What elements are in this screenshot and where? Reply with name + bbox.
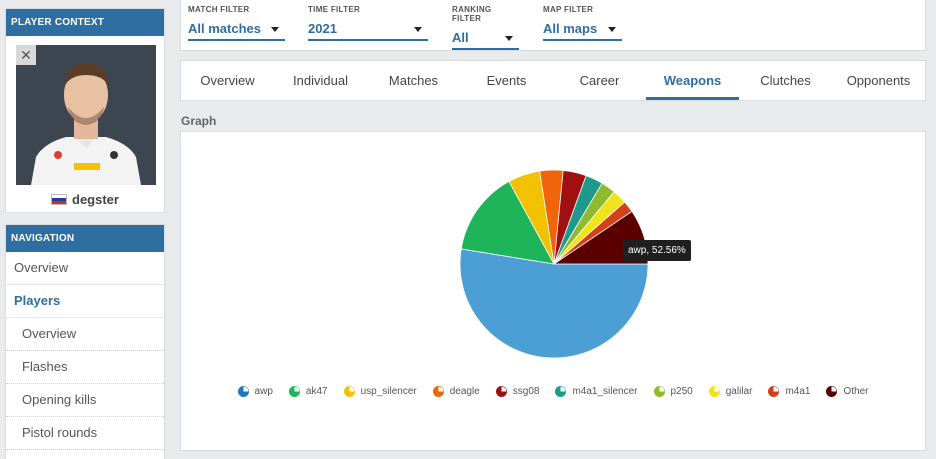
tab-career[interactable]: Career (579, 73, 620, 88)
player-photo: ✕ (16, 45, 156, 185)
player-name: degster (72, 192, 119, 207)
pie-slice-awp[interactable] (459, 248, 649, 359)
nav-subitem-pistol-rounds[interactable]: Pistol rounds (6, 417, 164, 450)
legend-label: galilar (725, 386, 753, 397)
chevron-down-icon (505, 36, 513, 41)
player-avatar-icon (16, 45, 156, 185)
pie-legend-icon (237, 386, 249, 397)
chart-legend: awp ak47 usp_silencer deagle ssg08 m4a1_silen… (181, 386, 925, 397)
ranking-filter-select[interactable]: All (452, 27, 519, 50)
navigation-title: NAVIGATION (6, 225, 164, 252)
nav-subitem-overview[interactable]: Overview (6, 318, 164, 351)
legend-item-awp[interactable]: awp (237, 386, 273, 397)
pie-slice-ak47[interactable] (460, 180, 555, 265)
tab-matches[interactable]: Matches (388, 73, 439, 88)
legend-label: awp (254, 386, 273, 397)
nav-subitem-opening-kills[interactable]: Opening kills (6, 384, 164, 417)
tab-events[interactable]: Events (486, 73, 527, 88)
pie-legend-icon (708, 386, 720, 397)
tab-overview[interactable]: Overview (200, 73, 255, 88)
tab-opponents[interactable]: Opponents (846, 73, 911, 88)
match-filter-value: All matches (188, 21, 261, 36)
weapons-graph: awp, 52.56% awp ak47 usp_silencer deagle ssg… (180, 131, 926, 451)
legend-item-m4a1[interactable]: m4a1 (768, 386, 810, 397)
match-filter: MATCH FILTER All matches (188, 5, 285, 41)
legend-label: ssg08 (512, 386, 540, 397)
player-name-row: degster (6, 192, 164, 207)
legend-label: m4a1_silencer (572, 386, 638, 397)
match-filter-select[interactable]: All matches (188, 18, 285, 41)
legend-item-ak47[interactable]: ak47 (288, 386, 328, 397)
ranking-filter: RANKING FILTER All (452, 5, 519, 50)
nav-subitem-flashes[interactable]: Flashes (6, 351, 164, 384)
tab-weapons[interactable]: Weapons (646, 61, 739, 100)
legend-label: Other (843, 386, 869, 397)
legend-item-galilar[interactable]: galilar (708, 386, 753, 397)
nav-item-players[interactable]: Players (6, 285, 164, 318)
map-filter-select[interactable]: All maps (543, 18, 622, 41)
map-filter-label: MAP FILTER (543, 5, 594, 14)
time-filter-select[interactable]: 2021 (308, 18, 428, 41)
legend-item-deagle[interactable]: deagle (432, 386, 480, 397)
weapons-pie-chart (459, 169, 649, 359)
tab-clutches[interactable]: Clutches (760, 73, 811, 88)
ranking-filter-label: RANKING FILTER (452, 5, 492, 23)
map-filter-value: All maps (543, 21, 598, 36)
navigation-panel: NAVIGATION Overview Players Overview Fla… (5, 224, 165, 459)
legend-item-p250[interactable]: p250 (653, 386, 693, 397)
legend-label: p250 (670, 386, 693, 397)
time-filter-label: TIME FILTER (308, 5, 361, 14)
chevron-down-icon (608, 27, 616, 32)
nav-item-overview[interactable]: Overview (6, 252, 164, 285)
chevron-down-icon (271, 27, 279, 32)
legend-item-m4a1-silencer[interactable]: m4a1_silencer (555, 386, 638, 397)
pie-legend-icon (432, 386, 444, 397)
legend-label: m4a1 (785, 386, 811, 397)
legend-label: usp_silencer (360, 386, 417, 397)
tab-individual[interactable]: Individual (293, 73, 348, 88)
russia-flag-icon (51, 194, 68, 205)
pie-legend-icon (288, 386, 300, 397)
pie-legend-icon (495, 386, 507, 397)
legend-label: ak47 (305, 386, 328, 397)
legend-item-other[interactable]: Other (826, 386, 868, 397)
ranking-filter-value: All (452, 30, 469, 45)
time-filter: TIME FILTER 2021 (308, 5, 428, 41)
chevron-down-icon (414, 27, 422, 32)
player-context-panel: PLAYER CONTEXT ✕ degster (5, 8, 165, 213)
legend-label: deagle (449, 386, 480, 397)
player-context-title: PLAYER CONTEXT (6, 9, 164, 36)
legend-item-usp-silencer[interactable]: usp_silencer (343, 386, 417, 397)
graph-title: Graph (181, 114, 217, 128)
pie-legend-icon (343, 386, 355, 397)
legend-item-ssg08[interactable]: ssg08 (495, 386, 540, 397)
pie-legend-icon (555, 386, 567, 397)
close-icon[interactable]: ✕ (16, 45, 36, 65)
match-filter-label: MATCH FILTER (188, 5, 250, 14)
tab-bar: Overview Individual Matches Events Caree… (180, 60, 926, 101)
filter-bar: MATCH FILTER All matches TIME FILTER 202… (180, 0, 926, 51)
time-filter-value: 2021 (308, 21, 337, 36)
pie-legend-icon (826, 386, 838, 397)
map-filter: MAP FILTER All maps (543, 5, 622, 41)
chart-tooltip: awp, 52.56% (623, 240, 691, 261)
pie-legend-icon (653, 386, 665, 397)
pie-legend-icon (768, 386, 780, 397)
